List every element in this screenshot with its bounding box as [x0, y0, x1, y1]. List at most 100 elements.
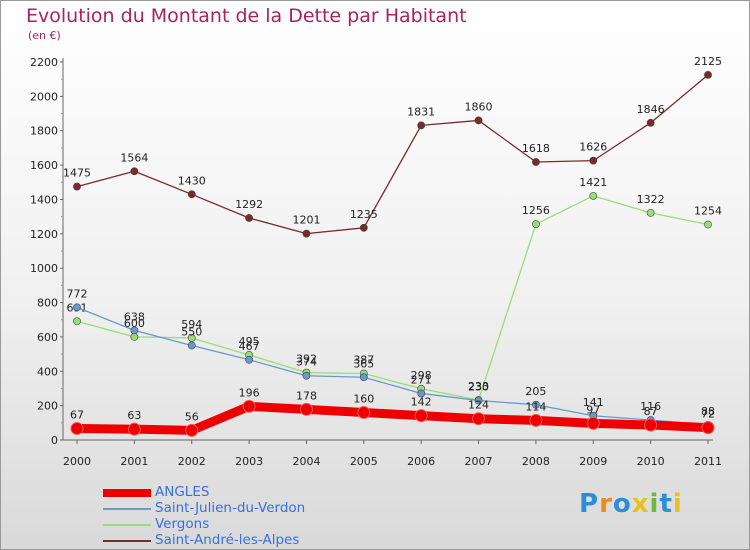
series-line	[76, 74, 709, 235]
legend-swatch	[103, 508, 151, 510]
data-label: 1235	[350, 208, 378, 221]
x-tick-label: 2011	[694, 455, 722, 468]
data-point	[130, 326, 139, 335]
data-point	[589, 156, 598, 165]
data-label: 97	[586, 403, 600, 416]
y-tick-label: 2000	[30, 90, 58, 103]
data-label: 271	[411, 373, 432, 386]
x-tick-label: 2003	[235, 455, 263, 468]
data-point	[187, 341, 196, 350]
data-point	[70, 421, 84, 435]
data-label: 638	[124, 310, 145, 323]
data-point	[646, 118, 655, 127]
data-label: 1322	[637, 193, 665, 206]
data-label: 365	[353, 357, 374, 370]
data-label: 1254	[694, 205, 722, 218]
data-label: 467	[239, 340, 260, 353]
data-point	[302, 371, 311, 380]
x-tick-label: 2004	[292, 455, 320, 468]
logo-letter: i	[649, 489, 660, 519]
logo-letter: o	[612, 489, 632, 519]
data-label: 1421	[579, 176, 607, 189]
y-tick-label: 1200	[30, 228, 58, 241]
data-label: 116	[640, 400, 661, 413]
data-label: 1860	[465, 100, 493, 113]
data-label: 772	[67, 287, 88, 300]
data-label: 1831	[407, 105, 435, 118]
x-tick-label: 2009	[579, 455, 607, 468]
data-point	[242, 399, 256, 413]
data-point	[704, 70, 712, 79]
data-label: 1626	[579, 141, 607, 154]
data-point	[73, 303, 81, 312]
series-line	[76, 195, 709, 401]
y-tick-label: 2200	[30, 56, 58, 69]
data-label: 178	[296, 389, 317, 402]
unit-label: (en €)	[28, 29, 61, 42]
x-tick-label: 2007	[465, 455, 493, 468]
data-point	[589, 191, 598, 200]
data-point	[73, 317, 81, 326]
x-tick-label: 2005	[350, 455, 378, 468]
data-label: 1256	[522, 204, 550, 217]
legend-swatch	[103, 489, 151, 497]
data-label: 600	[124, 317, 145, 330]
data-label: 374	[296, 356, 317, 369]
data-label: 2125	[694, 55, 722, 68]
data-point	[73, 182, 81, 191]
data-label: 1292	[235, 198, 263, 211]
data-point	[299, 402, 313, 416]
y-tick-label: 200	[37, 400, 58, 413]
series-line	[72, 401, 713, 435]
series-line	[76, 306, 709, 426]
x-tick-label: 2002	[178, 455, 206, 468]
logo-letter: x	[631, 489, 650, 519]
data-point	[532, 400, 540, 409]
data-label: 1201	[292, 214, 320, 227]
data-point	[359, 373, 368, 382]
legend-swatch	[103, 540, 151, 542]
data-point	[532, 220, 540, 229]
data-label: 550	[181, 326, 202, 339]
logo-letter: P	[579, 489, 600, 519]
data-label: 230	[468, 380, 489, 393]
data-point	[644, 418, 658, 432]
data-label: 387	[353, 354, 374, 367]
data-point	[130, 333, 139, 341]
y-tick-label: 1800	[30, 125, 58, 138]
data-point	[529, 413, 543, 427]
data-point	[357, 406, 371, 420]
data-point	[586, 416, 600, 430]
legend-label: Vergons	[155, 516, 210, 532]
data-point	[127, 422, 141, 436]
data-point	[187, 334, 196, 342]
data-label: 56	[185, 410, 199, 423]
logo-letter: r	[599, 489, 613, 519]
data-point	[417, 121, 426, 130]
data-label: 141	[583, 396, 604, 409]
data-label: 205	[525, 385, 546, 398]
data-point	[474, 396, 483, 405]
logo-letter: i	[672, 489, 683, 519]
data-label: 87	[644, 405, 658, 418]
data-point	[302, 229, 311, 238]
legend-label: Saint-Julien-du-Verdon	[155, 500, 306, 516]
data-point	[417, 389, 426, 398]
y-tick-label: 800	[37, 297, 58, 310]
data-label: 233	[468, 380, 489, 393]
x-tick-label: 2008	[522, 455, 550, 468]
data-label: 124	[468, 399, 489, 412]
x-tick-label: 2000	[63, 455, 91, 468]
data-label: 1618	[522, 142, 550, 155]
data-point	[187, 190, 196, 199]
data-label: 298	[411, 369, 432, 382]
data-label: 1564	[120, 151, 148, 164]
logo-letter: t	[659, 489, 673, 519]
data-label: 63	[127, 409, 141, 422]
data-point	[532, 158, 540, 166]
data-label: 67	[70, 408, 84, 421]
data-point	[474, 116, 483, 125]
data-point	[130, 167, 139, 176]
